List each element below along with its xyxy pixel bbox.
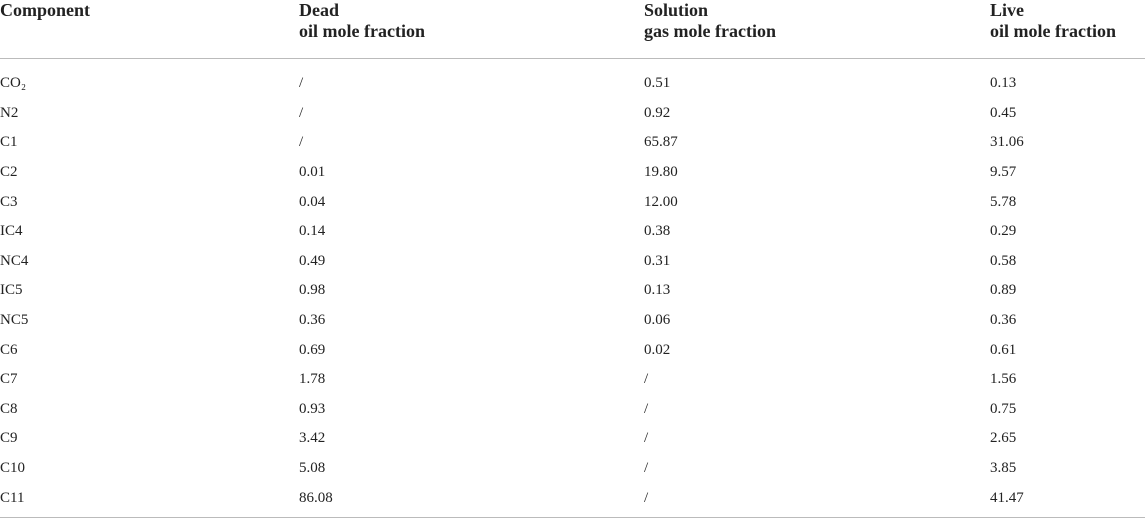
header-cell: Live oil mole fraction [990, 0, 1145, 59]
table-cell: / [299, 134, 304, 151]
table-row: C6 0.69 0.02 0.61 [0, 335, 1145, 365]
table-cell: 0.89 [990, 282, 1017, 299]
table-row: C2 0.01 19.80 9.57 [0, 158, 1145, 188]
header-row: Component Dead oil mole fraction Solution … [0, 0, 1145, 59]
table-cell: 0.61 [990, 341, 1017, 358]
table-cell: 0.36 [990, 312, 1017, 329]
table-cell: 0.06 [644, 312, 671, 329]
table-cell: C7 [0, 371, 18, 388]
table-cell: / [644, 371, 649, 388]
table-cell: 0.29 [990, 223, 1017, 240]
table-cell: C3 [0, 193, 18, 210]
table-cell: / [299, 75, 304, 92]
table-cell: 5.08 [299, 460, 326, 477]
table-cell: 0.92 [644, 104, 671, 121]
table-cell: 65.87 [644, 134, 678, 151]
table-cell: NC4 [0, 252, 29, 269]
table-cell: / [299, 104, 304, 121]
header-cell: Dead oil mole fraction [299, 0, 644, 59]
table-cell: 0.04 [299, 193, 326, 210]
table-row: C7 1.78 / 1.56 [0, 365, 1145, 395]
table-cell: 0.98 [299, 282, 326, 299]
table-cell: C8 [0, 400, 18, 417]
table-cell: 0.93 [299, 400, 326, 417]
table-cell: C2 [0, 164, 18, 181]
table-cell: C10 [0, 460, 26, 477]
table-cell: 0.14 [299, 223, 326, 240]
table-cell: 9.57 [990, 164, 1017, 181]
table-cell: / [644, 483, 990, 518]
table-cell: NC5 [0, 312, 29, 329]
table-cell: 0.38 [644, 223, 671, 240]
table-cell: C9 [0, 430, 18, 447]
table-cell: 0.01 [299, 164, 326, 181]
table-cell: C1 [0, 134, 18, 151]
table-row: C9 3.42 / 2.65 [0, 424, 1145, 454]
table-row: C1 / 65.87 31.06 [0, 128, 1145, 158]
table-cell: C6 [0, 341, 18, 358]
table-row: C11 86.08/41.47 [0, 483, 1145, 518]
table-cell: 0.69 [299, 341, 326, 358]
table-body: CO₂ / 0.51 0.13 N2 / 0.92 0.45 C1 / 65.87 31.06 C2 0.… [0, 59, 1145, 518]
table-cell: / [644, 460, 649, 477]
table-cell: 0.02 [644, 341, 671, 358]
table-cell: 0.58 [990, 252, 1017, 269]
table-cell: 0.13 [990, 75, 1017, 92]
table-cell: 12.00 [644, 193, 678, 210]
header-cell: Solution gas mole fraction [644, 0, 990, 59]
header-cell: Component [0, 0, 299, 59]
table-row: IC4 0.14 0.38 0.29 [0, 217, 1145, 247]
table-cell: 1.78 [299, 371, 326, 388]
table-cell: 1.56 [990, 371, 1017, 388]
table-row: CO₂ / 0.51 0.13 [0, 59, 1145, 99]
table-cell: 19.80 [644, 164, 678, 181]
table-cell: IC4 [0, 223, 23, 240]
table-cell: 0.49 [299, 252, 326, 269]
table-cell: 0.13 [644, 282, 671, 299]
table-row: N2 / 0.92 0.45 [0, 99, 1145, 129]
table-cell: C11 [0, 483, 299, 518]
table-cell: 0.51 [644, 75, 671, 92]
table-row: NC5 0.36 0.06 0.36 [0, 306, 1145, 336]
table-cell: 0.75 [990, 400, 1017, 417]
table-cell: 86.08 [299, 483, 644, 518]
table-cell: 0.45 [990, 104, 1017, 121]
table-cell: CO₂ [0, 75, 27, 92]
table-cell: IC5 [0, 282, 23, 299]
table-cell: 5.78 [990, 193, 1017, 210]
table-cell: 3.42 [299, 430, 326, 447]
table-cell: 41.47 [990, 483, 1145, 518]
table-cell: 0.36 [299, 312, 326, 329]
table-cell: 2.65 [990, 430, 1017, 447]
table-row: IC5 0.98 0.13 0.89 [0, 276, 1145, 306]
table-cell: / [644, 400, 649, 417]
table-row: NC4 0.49 0.31 0.58 [0, 247, 1145, 277]
table-cell: / [644, 430, 649, 447]
table-row: C3 0.04 12.00 5.78 [0, 187, 1145, 217]
table-row: C10 5.08 / 3.85 [0, 454, 1145, 484]
table-cell: 0.31 [644, 252, 671, 269]
table-cell: 31.06 [990, 134, 1024, 151]
table-row: C8 0.93 / 0.75 [0, 395, 1145, 425]
table-cell: 3.85 [990, 460, 1017, 477]
table-cell: N2 [0, 104, 19, 121]
